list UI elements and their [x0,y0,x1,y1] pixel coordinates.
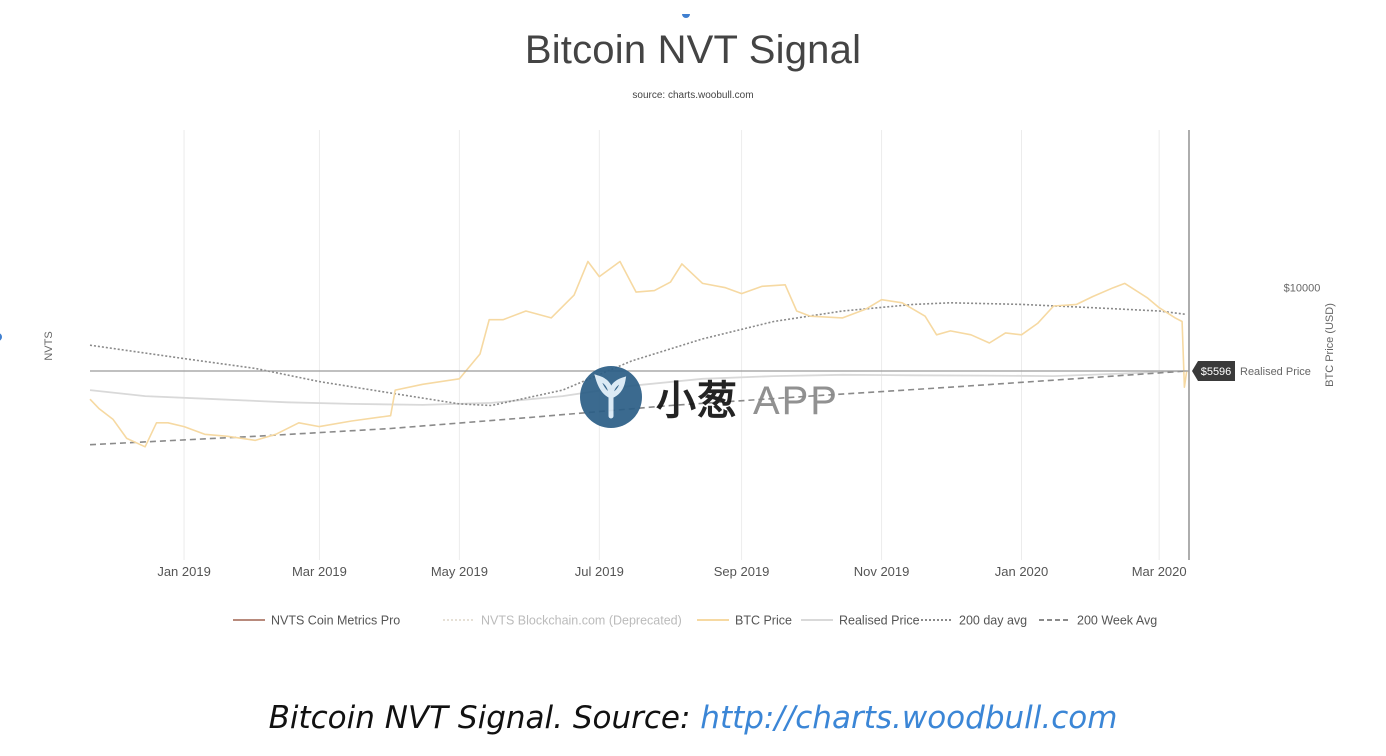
current-price-marker-box [1192,361,1235,382]
series-line-200-day-avg [89,301,1187,407]
legend-label: Realised Price [839,614,920,628]
watermark-text: 小葱 APP [656,368,839,426]
chart-title: Bitcoin NVT Signal [524,28,862,72]
caption-source-link[interactable]: http://charts.woodbull.com [700,700,1118,736]
legend-label: NVTS Coin Metrics Pro [271,614,400,628]
legend-label: 200 Week Avg [1077,614,1157,628]
series-layer [89,260,1188,448]
x-tick-label: Mar 2020 [1132,564,1187,579]
x-tick-label: Jul 2019 [575,564,624,579]
vertical-gridlines [183,130,1160,560]
series-line-200-week-avg [89,370,1187,446]
legend-label: NVTS Blockchain.com (Deprecated) [481,614,682,628]
legend: NVTS Coin Metrics Pro NVTS Blockchain.com… [233,614,1157,628]
current-price-marker: $5596 Realised Price [1192,361,1311,382]
x-tick-label: Jan 2019 [157,564,211,579]
current-price-marker-label: $5596 [1201,366,1232,378]
figure-caption: Bitcoin NVT Signal. Source: http://chart… [0,700,1386,736]
x-tick-label: May 2019 [431,564,488,579]
x-tick-label: Sep 2019 [714,564,770,579]
caption-prefix: Bitcoin NVT Signal. Source: [268,700,701,736]
nvt-signal-chart: Jan 2019 Mar 2019 May 2019 Jul 2019 Sep 2019… [43,130,1336,628]
legend-label: 200 day avg [959,614,1027,628]
left-y-axis-title: NVTS [43,331,55,360]
chart-subtitle: source: charts.woobull.com [632,90,754,101]
watermark-brand-app: APP [752,379,839,423]
watermark: 小葱 APP [580,366,839,428]
x-axis-ticks: Jan 2019 Mar 2019 May 2019 Jul 2019 Sep 2019… [157,564,1186,579]
x-tick-label: Nov 2019 [854,564,910,579]
right-y-axis-title: BTC Price (USD) [1324,303,1336,387]
legend-label: BTC Price [735,614,792,628]
header-accent-dot [682,14,690,18]
current-price-marker-note: Realised Price [1240,366,1311,378]
watermark-brand-cn: 小葱 [656,378,738,424]
left-edge-accent-dot [0,333,2,341]
right-y-axis-ticks: $10000 [1284,283,1321,295]
x-tick-label: Jan 2020 [995,564,1049,579]
sprout-logo-icon [580,366,642,428]
series-line-realised-price [89,370,1187,406]
series-line-btc-price [89,260,1188,448]
y-tick-label: $10000 [1284,283,1321,295]
x-tick-label: Mar 2019 [292,564,347,579]
